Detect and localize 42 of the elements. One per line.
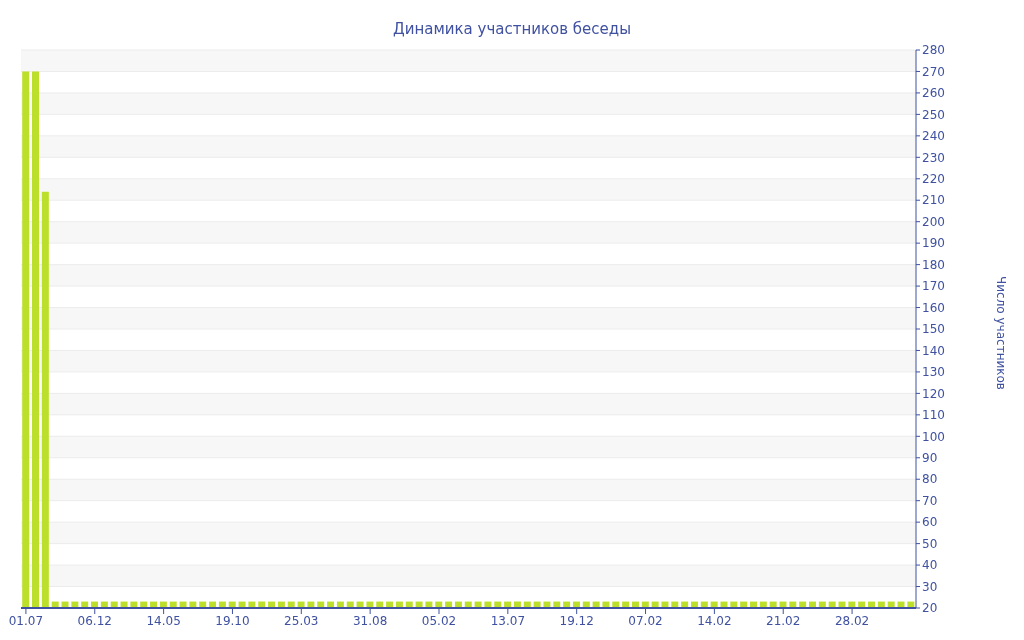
y-tick-label: 170 (922, 279, 945, 294)
x-tick-label: 19.10 (215, 613, 250, 628)
y-tick-label: 60 (922, 515, 938, 530)
y-tick-label: 70 (922, 493, 938, 508)
y-tick-label: 30 (922, 579, 938, 594)
y-tick-label: 230 (922, 150, 945, 165)
x-tick-label: 25.03 (284, 613, 319, 628)
y-tick-label: 240 (922, 129, 945, 144)
y-tick-label: 180 (922, 257, 945, 272)
y-tick-label: 120 (922, 386, 945, 401)
y-tick-label: 150 (922, 322, 945, 337)
y-tick-label: 110 (922, 408, 945, 423)
x-tick-label: 05.02 (421, 613, 457, 628)
y-tick-label: 40 (922, 558, 938, 573)
y-tick-label: 190 (922, 236, 945, 251)
x-tick-label: 14.05 (146, 613, 181, 628)
x-tick-label: 13.07 (490, 613, 526, 628)
y-tick-label: 160 (922, 300, 945, 315)
y-tick-label: 140 (922, 343, 945, 358)
x-tick-label: 31.08 (352, 613, 388, 628)
x-tick-label: 07.02 (628, 613, 663, 628)
y-tick-label: 220 (922, 172, 945, 187)
x-tick-label: 19.12 (559, 613, 594, 628)
y-tick-label: 250 (922, 107, 945, 122)
y-tick-label: 270 (922, 64, 945, 79)
y-axis-title: Число участников (994, 276, 1008, 390)
y-tick-label: 210 (922, 193, 945, 208)
x-tick-label: 21.02 (766, 613, 801, 628)
x-tick-label: 28.02 (834, 613, 870, 628)
y-tick-label: 20 (922, 601, 938, 616)
y-tick-label: 100 (922, 429, 945, 444)
x-tick-label: 06.12 (77, 613, 112, 628)
y-tick-label: 90 (922, 451, 938, 466)
x-tick-label: 01.07 (8, 613, 44, 628)
chart-title: Динамика участников беседы (391, 20, 632, 38)
y-tick-label: 260 (922, 86, 945, 101)
y-tick-label: 80 (922, 472, 938, 487)
y-tick-label: 130 (922, 365, 945, 380)
x-tick-label: 14.02 (697, 613, 732, 628)
y-tick-label: 50 (922, 536, 938, 551)
y-tick-label: 200 (922, 214, 945, 229)
y-tick-label: 280 (922, 43, 945, 58)
